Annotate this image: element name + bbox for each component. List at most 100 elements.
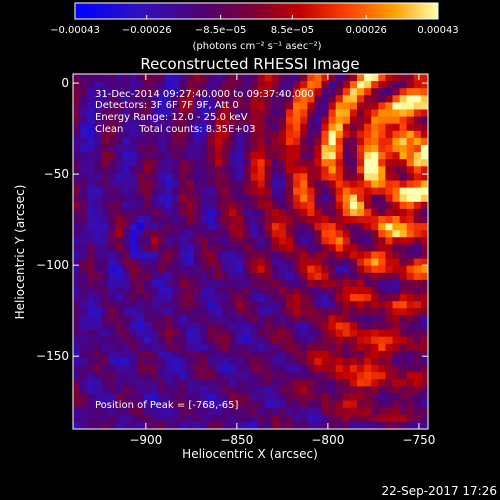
heatmap-cell xyxy=(399,315,408,323)
heatmap-cell xyxy=(342,88,351,96)
heatmap-cell xyxy=(229,130,237,139)
heatmap-cell xyxy=(243,123,251,132)
heatmap-cell xyxy=(385,81,393,89)
heatmap-cell xyxy=(151,350,159,359)
heatmap-cell xyxy=(122,329,131,338)
heatmap-cell xyxy=(286,407,294,416)
heatmap-cell xyxy=(307,159,315,167)
heatmap-cell xyxy=(392,180,400,188)
heatmap-cell xyxy=(349,322,358,330)
heatmap-cell xyxy=(364,386,372,394)
heatmap-cell xyxy=(165,350,173,359)
heatmap-cell xyxy=(307,145,315,153)
heatmap-cell xyxy=(122,386,131,394)
heatmap-cell xyxy=(264,88,273,96)
heatmap-cell xyxy=(165,336,173,345)
heatmap-cell xyxy=(151,145,159,153)
heatmap-cell xyxy=(87,414,95,423)
heatmap-cell xyxy=(399,358,408,366)
heatmap-cell xyxy=(335,166,344,174)
heatmap-cell xyxy=(222,386,230,394)
heatmap-cell xyxy=(314,223,322,231)
heatmap-cell xyxy=(94,407,102,416)
heatmap-cell xyxy=(207,102,216,110)
heatmap-cell xyxy=(371,173,379,181)
heatmap-cell xyxy=(151,386,159,394)
heatmap-cell xyxy=(264,166,273,174)
heatmap-cell xyxy=(307,265,315,274)
heatmap-cell xyxy=(108,393,116,401)
heatmap-cell xyxy=(186,272,195,281)
heatmap-cell xyxy=(158,123,166,132)
heatmap-cell xyxy=(144,358,152,366)
heatmap-cell xyxy=(87,173,95,181)
heatmap-cell xyxy=(286,137,294,146)
heatmap-cell xyxy=(151,308,159,316)
heatmap-cell xyxy=(250,230,258,238)
heatmap-cell xyxy=(399,194,408,203)
heatmap-cell xyxy=(335,137,344,146)
heatmap-cell xyxy=(413,130,422,139)
heatmap-cell xyxy=(94,208,102,217)
heatmap-cell xyxy=(179,130,187,139)
heatmap-cell xyxy=(420,166,428,174)
heatmap-cell xyxy=(257,201,266,210)
heatmap-cell xyxy=(151,294,159,302)
heatmap-cell xyxy=(399,350,408,359)
heatmap-cell xyxy=(286,336,294,345)
heatmap-cell xyxy=(80,308,88,316)
heatmap-cell xyxy=(179,166,187,174)
heatmap-cell xyxy=(229,194,237,203)
heatmap-cell xyxy=(250,123,258,132)
heatmap-cell xyxy=(136,95,145,103)
heatmap-cell xyxy=(101,421,109,429)
heatmap-cell xyxy=(200,400,209,409)
heatmap-cell xyxy=(94,294,102,302)
heatmap-cell xyxy=(108,287,116,295)
heatmap-cell xyxy=(328,116,337,125)
heatmap-cell xyxy=(342,102,351,110)
heatmap-cell xyxy=(172,407,180,416)
heatmap-cell xyxy=(271,201,280,210)
heatmap-cell xyxy=(278,400,287,409)
heatmap-cell xyxy=(342,421,351,429)
heatmap-cell xyxy=(378,244,386,252)
heatmap-cell xyxy=(108,166,116,174)
heatmap-cell xyxy=(236,109,244,117)
colorbar-tick-label: 0.00043 xyxy=(417,25,458,36)
heatmap-cell xyxy=(87,116,95,125)
heatmap-cell xyxy=(392,137,400,146)
heatmap-cell xyxy=(413,350,422,359)
heatmap-cell xyxy=(158,393,166,401)
heatmap-cell xyxy=(300,187,308,196)
heatmap-cell xyxy=(186,130,195,139)
heatmap-cell xyxy=(236,145,244,153)
heatmap-cell xyxy=(200,130,209,139)
heatmap-cell xyxy=(307,279,315,288)
heatmap-cell xyxy=(236,173,244,181)
heatmap-cell xyxy=(293,358,301,366)
heatmap-cell xyxy=(257,358,266,366)
heatmap-cell xyxy=(200,251,209,259)
heatmap-cell xyxy=(179,137,187,146)
heatmap-cell xyxy=(349,421,358,429)
heatmap-cell xyxy=(186,123,195,132)
heatmap-cell xyxy=(371,279,379,288)
heatmap-cell xyxy=(207,414,216,423)
heatmap-cell xyxy=(200,237,209,245)
heatmap-cell xyxy=(357,95,365,103)
heatmap-cell xyxy=(193,74,202,82)
heatmap-cell xyxy=(314,244,322,252)
heatmap-cell xyxy=(364,343,372,352)
heatmap-cell xyxy=(349,301,358,309)
heatmap-cell xyxy=(257,393,266,401)
heatmap-cell xyxy=(307,81,315,89)
heatmap-cell xyxy=(115,145,124,153)
heatmap-cell xyxy=(271,343,280,352)
heatmap-cell xyxy=(278,407,287,416)
heatmap-cell xyxy=(371,400,379,409)
heatmap-cell xyxy=(122,308,131,316)
heatmap-cell xyxy=(129,386,138,394)
heatmap-cell xyxy=(158,74,166,82)
heatmap-cell xyxy=(413,287,422,295)
